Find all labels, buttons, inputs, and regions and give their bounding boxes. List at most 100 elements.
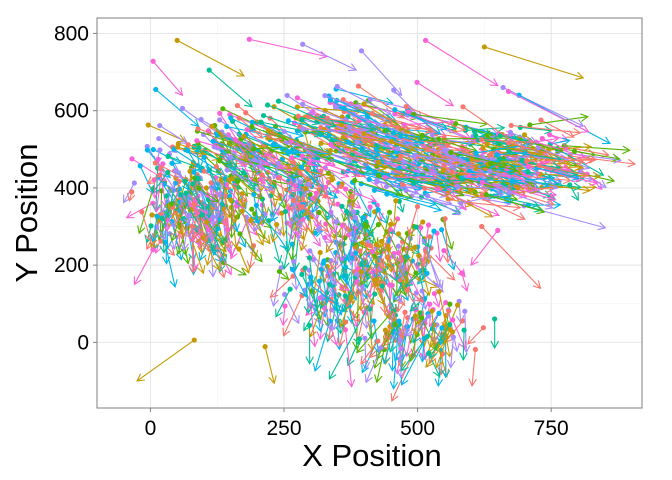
movement-vector-head — [396, 204, 405, 214]
movement-vector — [226, 169, 273, 191]
movement-vector-head — [239, 149, 249, 158]
movement-vector-origin — [333, 219, 339, 225]
movement-vector-origin — [308, 274, 314, 280]
movement-vector-origin — [354, 139, 360, 145]
movement-vector — [191, 226, 194, 273]
movement-vector-head — [371, 148, 381, 157]
movement-vector — [325, 187, 336, 234]
movement-vector-head — [219, 253, 227, 264]
movement-vector — [444, 190, 511, 205]
movement-vector — [425, 250, 456, 281]
movement-vector-origin — [299, 204, 306, 210]
movement-vector-head — [327, 197, 336, 207]
movement-vector-origin — [183, 190, 189, 196]
movement-vector-origin — [310, 108, 316, 115]
movement-vector-outlier-head — [136, 373, 146, 382]
movement-vector-outlier — [481, 226, 541, 289]
movement-vector — [255, 205, 288, 250]
movement-vector-outlier — [302, 43, 357, 71]
movement-vector-head — [356, 284, 365, 294]
movement-vector-head — [582, 185, 591, 195]
movement-vector — [267, 104, 320, 125]
movement-vector — [440, 327, 443, 345]
movement-vector-head — [400, 275, 409, 285]
movement-vector — [462, 330, 465, 360]
movement-vector-origin — [260, 112, 267, 119]
movement-vector-origin — [431, 290, 437, 297]
movement-vector-head — [252, 222, 261, 232]
movement-vector — [285, 142, 354, 161]
movement-vector-origin — [425, 147, 431, 153]
movement-vector-head — [402, 254, 411, 264]
movement-vector-head — [424, 167, 435, 176]
movement-vector-origin — [335, 201, 341, 207]
movement-vector — [363, 133, 415, 151]
movement-vector-origin — [439, 227, 445, 233]
movement-vector-head — [466, 336, 476, 345]
movement-vector-head — [428, 153, 438, 162]
movement-vector-origin — [422, 185, 428, 191]
movement-vector — [291, 140, 336, 166]
movement-vector-origin — [305, 166, 311, 172]
movement-vector — [343, 191, 352, 222]
movement-vector-origin — [447, 301, 453, 307]
movement-vector-head — [444, 348, 453, 358]
movement-vector-head — [490, 208, 501, 217]
movement-vector-head — [565, 130, 575, 138]
movement-vector-origin — [228, 115, 234, 121]
movement-vector — [227, 229, 233, 256]
movement-vector-head — [223, 240, 233, 250]
movement-vector-origin — [355, 83, 362, 89]
movement-vector-head — [356, 344, 365, 354]
movement-vector — [335, 221, 338, 247]
movement-vector-head — [414, 293, 424, 302]
movement-vector — [347, 338, 360, 366]
movement-vector-head — [220, 217, 229, 227]
movement-vector-head — [172, 156, 182, 165]
movement-vector — [410, 144, 453, 168]
movement-vector-head — [520, 183, 530, 193]
movement-vector-head — [393, 294, 402, 303]
movement-vector-origin — [462, 308, 468, 314]
movement-vector-head — [325, 170, 335, 180]
movement-vector-outlier — [136, 339, 195, 382]
movement-vector-head — [310, 175, 319, 185]
movement-vector-head — [341, 303, 350, 313]
movement-vector — [407, 289, 423, 302]
movement-vector — [367, 167, 423, 190]
movement-vector-outlier-head — [400, 376, 409, 386]
movement-vector-head — [305, 356, 314, 365]
movement-vector-origin — [249, 119, 255, 125]
movement-vector-origin — [178, 192, 184, 198]
movement-vector-outlier-head — [328, 371, 337, 381]
movement-vector-outlier-origin — [500, 84, 506, 91]
movement-vector-origin — [344, 226, 350, 232]
movement-vector-origin — [159, 215, 165, 221]
movement-vector-origin — [425, 222, 432, 228]
movement-vector-head — [363, 208, 372, 218]
movement-vector — [374, 211, 390, 240]
movement-vector-head — [382, 335, 391, 345]
movement-vector-head — [365, 124, 375, 133]
movement-vector-origin — [239, 208, 246, 214]
movement-vector — [356, 273, 363, 293]
movement-vector-origin — [413, 224, 419, 230]
movement-vector-outlier-head — [244, 99, 253, 108]
movement-vector-head — [396, 110, 406, 119]
y-tick-label: 600 — [54, 100, 89, 123]
movement-vector — [422, 134, 477, 152]
movement-vector-head — [390, 392, 399, 402]
movement-vector-head — [256, 163, 267, 172]
movement-vector-origin — [265, 128, 272, 134]
movement-vector — [304, 268, 309, 314]
movement-vector-outlier — [425, 39, 499, 87]
movement-vector-head — [580, 113, 589, 122]
movement-vector-head — [341, 213, 350, 223]
movement-vector — [184, 181, 204, 210]
movement-vector-origin — [351, 209, 357, 215]
movement-vector-origin — [429, 308, 435, 314]
movement-vector — [300, 214, 312, 251]
movement-vector — [373, 320, 380, 353]
movement-vector-head — [580, 161, 591, 170]
movement-vector-origin — [420, 219, 426, 225]
